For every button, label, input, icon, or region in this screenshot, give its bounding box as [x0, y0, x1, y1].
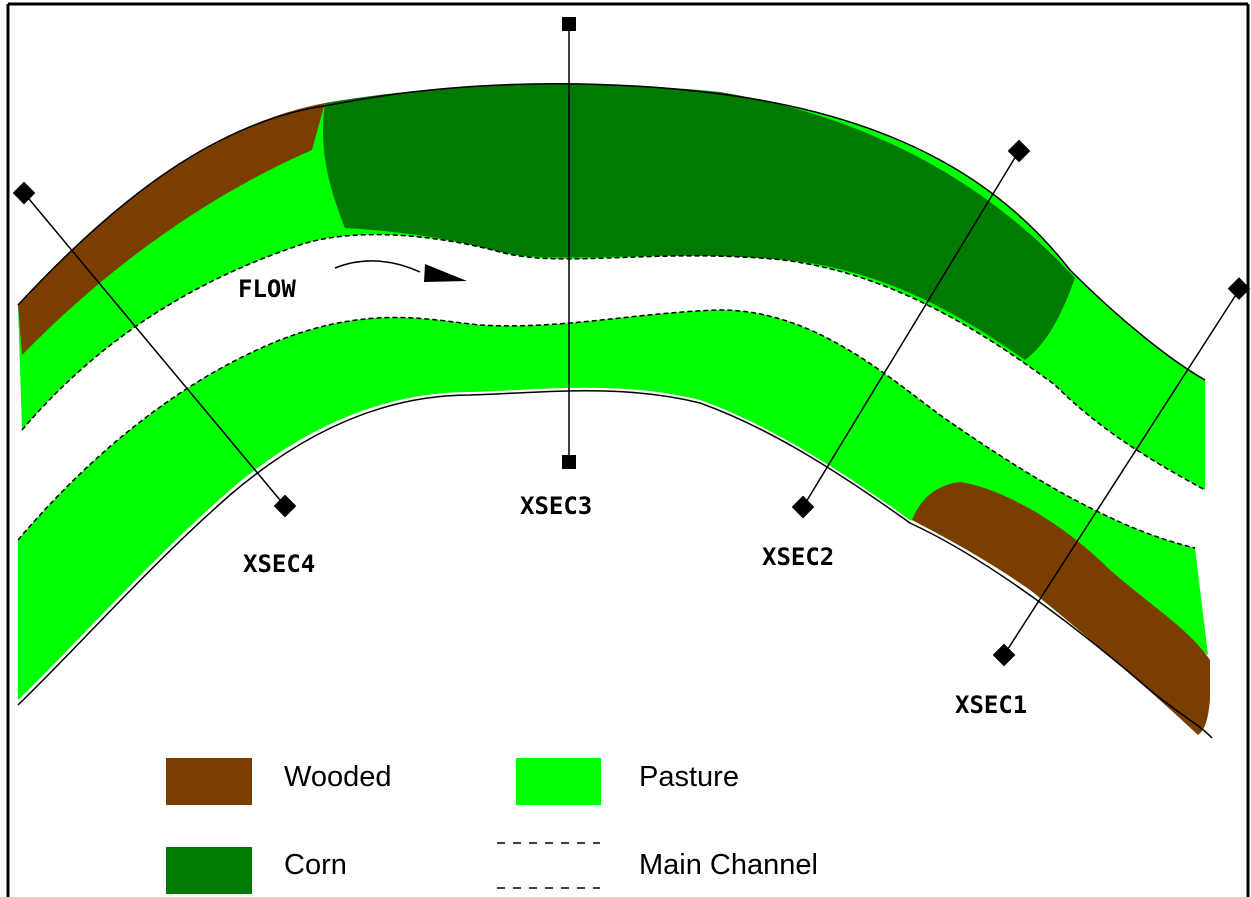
upper-wooded-strip	[18, 103, 325, 355]
legend-wooded-label: Wooded	[284, 761, 392, 793]
xsec1-label: XSEC1	[955, 691, 1027, 719]
outer-edge-upper	[17, 83, 1206, 381]
xsec2-label: XSEC2	[762, 543, 834, 571]
legend-main-channel-swatch	[497, 842, 600, 889]
flow-arrow	[334, 260, 467, 282]
legend: Wooded Pasture Corn Main Channel	[166, 758, 818, 894]
lower-pasture-band	[18, 310, 1208, 700]
legend-wooded-swatch	[166, 758, 252, 805]
xsec1-line	[992, 277, 1251, 667]
xsec3-line	[562, 17, 576, 469]
legend-corn-swatch	[166, 847, 252, 894]
flow-label: FLOW	[238, 275, 296, 303]
outer-edge-lower	[17, 390, 1213, 739]
xsec3-label: XSEC3	[520, 492, 592, 520]
legend-pasture-label: Pasture	[639, 761, 739, 793]
legend-corn-label: Corn	[284, 849, 347, 881]
legend-main-channel-label: Main Channel	[639, 849, 818, 881]
xsec4-label: XSEC4	[243, 550, 315, 578]
lower-wooded-strip	[912, 482, 1210, 735]
channel-boundary-upper	[21, 233, 1206, 491]
legend-pasture-swatch	[516, 758, 601, 805]
corn-field	[322, 84, 1076, 360]
